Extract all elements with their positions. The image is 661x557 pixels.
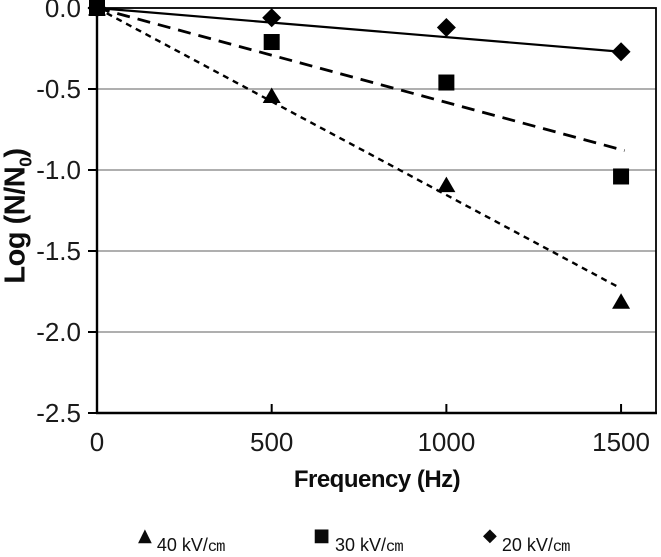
axis-ticks bbox=[88, 7, 623, 414]
trendline-triangle bbox=[96, 6, 619, 288]
series-markers-square bbox=[89, 0, 630, 185]
x-tick-label: 0 bbox=[90, 427, 104, 457]
axes bbox=[95, 7, 657, 415]
x-tick-label: 1500 bbox=[592, 427, 650, 457]
y-tick-label: -2.5 bbox=[36, 398, 81, 428]
x-tick-label: 1000 bbox=[417, 427, 475, 457]
gridlines bbox=[97, 88, 656, 333]
y-tick-label: -2.0 bbox=[36, 317, 81, 347]
plot-border bbox=[96, 7, 657, 414]
trendline-diamond bbox=[96, 6, 622, 53]
y-tick-label: 0.0 bbox=[45, 0, 81, 23]
y-tick-label: -1.0 bbox=[36, 155, 81, 185]
y-axis-title-text: Log (N/N bbox=[0, 166, 32, 284]
x-tick-label: 500 bbox=[250, 427, 293, 457]
y-tick-label: -0.5 bbox=[36, 74, 81, 104]
y-axis-title-suffix: ) bbox=[0, 148, 32, 158]
y-axis-title-subscript: 0 bbox=[15, 157, 36, 167]
y-axis-title: Log (N/N0) bbox=[0, 148, 36, 283]
y-tick-labels: 0.0 -0.5 -1.0 -1.5 -2.0 -2.5 bbox=[36, 0, 81, 428]
x-axis-title: Frequency (Hz) bbox=[293, 466, 461, 493]
trendline-square bbox=[96, 6, 625, 152]
y-tick-label: -1.5 bbox=[36, 236, 81, 266]
x-tick-labels: 0 500 1000 1500 bbox=[90, 427, 650, 457]
